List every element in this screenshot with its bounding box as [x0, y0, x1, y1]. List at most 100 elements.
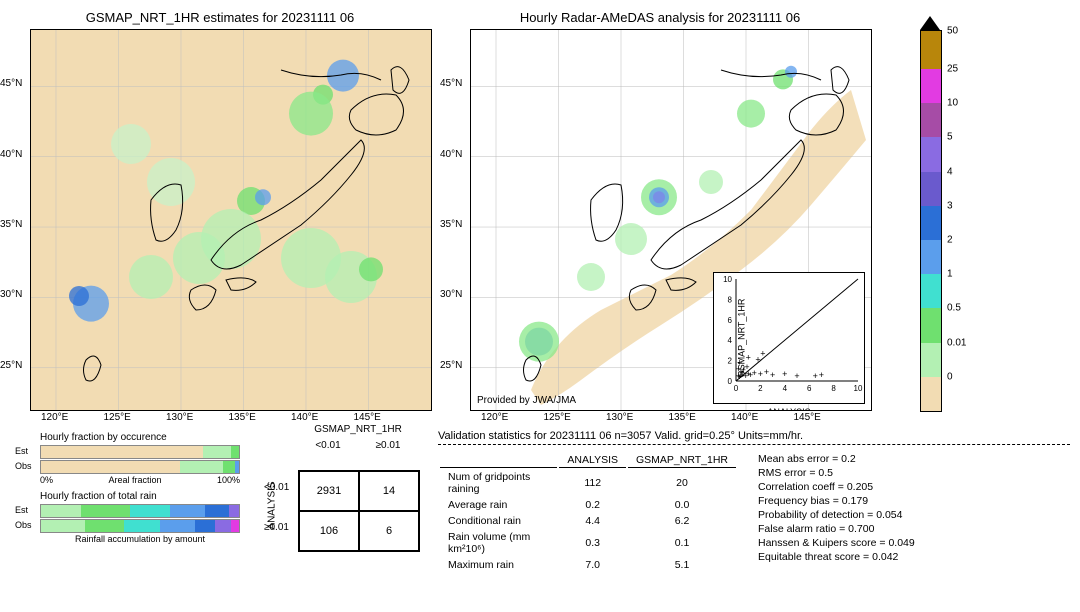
ytick: 25°N — [0, 360, 22, 371]
occurrence-axis: 0% Areal fraction 100% — [40, 475, 240, 485]
xtick: 120°E — [481, 412, 508, 423]
stats-row: ANALYSIS GSMAP_NRT_1HR Num of gridpoints… — [438, 451, 1070, 574]
ct-title: GSMAP_NRT_1HR — [298, 424, 418, 435]
hbar-seg — [203, 446, 231, 458]
scatter-point: + — [764, 367, 769, 377]
xtick: 135°E — [669, 412, 696, 423]
svg-text:8: 8 — [831, 384, 836, 393]
colorbar-label: 0.01 — [947, 337, 966, 348]
colorbar-label: 1 — [947, 269, 953, 280]
stats-metric: Probability of detection = 0.054 — [758, 509, 915, 521]
scatter-point: + — [794, 371, 799, 381]
ct-11: 6 — [359, 511, 419, 551]
occ-axis-right: 100% — [217, 475, 240, 485]
xtick: 125°E — [544, 412, 571, 423]
scatter-point: + — [819, 370, 824, 380]
hbar-label: Obs — [15, 520, 32, 530]
colorbar-label: 0 — [947, 371, 953, 382]
small-charts: Hourly fraction by occurence EstObs 0% A… — [40, 430, 240, 574]
xtick: 145°E — [354, 412, 381, 423]
hbar-seg — [130, 505, 170, 517]
stats-table: ANALYSIS GSMAP_NRT_1HR Num of gridpoints… — [438, 451, 738, 574]
left-map-panel: GSMAP_NRT_1HR estimates for 20231111 06 … — [10, 10, 430, 412]
bottom-row: Hourly fraction by occurence EstObs 0% A… — [10, 430, 1070, 574]
xtick: 125°E — [104, 412, 131, 423]
colorbar-segment — [921, 172, 941, 206]
ct-col1: ≥0.01 — [358, 440, 418, 451]
stats-metrics: Mean abs error = 0.2RMS error = 0.5Corre… — [758, 451, 915, 574]
ytick: 45°N — [440, 78, 462, 89]
scatter-point: + — [758, 369, 763, 379]
right-map-panel: Hourly Radar-AMeDAS analysis for 2023111… — [450, 10, 870, 412]
rain-blob — [699, 170, 723, 194]
colorbar-segment — [921, 240, 941, 274]
xtick: 130°E — [606, 412, 633, 423]
rain-blob — [129, 255, 173, 299]
stats-metric: Hanssen & Kuipers score = 0.049 — [758, 537, 915, 549]
svg-text:10: 10 — [723, 275, 732, 284]
rain-blob — [737, 100, 765, 128]
main-row: GSMAP_NRT_1HR estimates for 20231111 06 … — [10, 10, 1070, 412]
svg-text:0: 0 — [728, 377, 733, 386]
hbar-seg — [231, 446, 239, 458]
hbar-row: Obs — [40, 460, 240, 474]
ytick: 35°N — [0, 219, 22, 230]
svg-text:10: 10 — [854, 384, 863, 393]
svg-text:2: 2 — [758, 384, 763, 393]
totalrain-title: Hourly fraction of total rain — [40, 491, 240, 502]
rain-blob — [69, 286, 89, 306]
stats-col2: GSMAP_NRT_1HR — [628, 453, 736, 468]
colorbar-segment — [921, 206, 941, 240]
ct-01: 14 — [359, 471, 419, 511]
xtick: 130°E — [166, 412, 193, 423]
hbar-row: Est — [40, 504, 240, 518]
ytick: 30°N — [0, 289, 22, 300]
ct-row1: ≥0.01 — [264, 522, 289, 533]
colorbar-label: 2 — [947, 235, 953, 246]
scatter-inset: 00224466881010++++++++++++++++++++++++ A… — [713, 272, 865, 404]
xtick: 135°E — [229, 412, 256, 423]
stats-metric: Frequency bias = 0.179 — [758, 495, 915, 507]
ct-col0: <0.01 — [298, 440, 358, 451]
occ-axis-center: Areal fraction — [108, 475, 161, 485]
xtick: 145°E — [794, 412, 821, 423]
rain-blob — [255, 189, 271, 205]
colorbar-label: 0.5 — [947, 303, 961, 314]
hbar-seg — [223, 461, 235, 473]
stats-row: Conditional rain4.46.2 — [440, 514, 736, 528]
rain-blob — [111, 124, 151, 164]
rain-blob — [785, 66, 797, 78]
svg-text:4: 4 — [783, 384, 788, 393]
xtick: 120°E — [41, 412, 68, 423]
scatter-point: + — [760, 349, 765, 359]
rain-blob — [615, 223, 647, 255]
ct-row0: <0.01 — [264, 482, 289, 493]
scatter-point: + — [770, 370, 775, 380]
stats-row: Maximum rain7.05.1 — [440, 558, 736, 572]
stats-row: Average rain0.20.0 — [440, 498, 736, 512]
hbar-seg — [195, 520, 215, 532]
hbar-seg — [124, 520, 160, 532]
scatter-point: + — [752, 368, 757, 378]
right-map-frame: 00224466881010++++++++++++++++++++++++ A… — [470, 29, 872, 411]
attribution: Provided by JWA/JMA — [477, 395, 576, 406]
hbar-seg — [215, 520, 231, 532]
ct-grid: 2931 14 106 6 — [298, 470, 420, 552]
ct-10: 106 — [299, 511, 359, 551]
ytick: 25°N — [440, 360, 462, 371]
colorbar-segment — [921, 137, 941, 171]
xtick: 140°E — [731, 412, 758, 423]
scatter-point: + — [782, 369, 787, 379]
hbar-seg — [205, 505, 229, 517]
colorbar-label: 50 — [947, 26, 958, 37]
stats-title: Validation statistics for 20231111 06 n=… — [438, 430, 1070, 442]
stats-row: Rain volume (mm km²10⁶)0.30.1 — [440, 530, 736, 556]
stats-col1: ANALYSIS — [559, 453, 626, 468]
colorbar-segment — [921, 343, 941, 377]
hbar-seg — [235, 461, 239, 473]
rain-blob — [519, 322, 559, 362]
colorbar-label: 3 — [947, 200, 953, 211]
hbar-seg — [81, 505, 131, 517]
stats-metric: Equitable threat score = 0.042 — [758, 551, 915, 563]
stats-metric: False alarm ratio = 0.700 — [758, 523, 915, 535]
